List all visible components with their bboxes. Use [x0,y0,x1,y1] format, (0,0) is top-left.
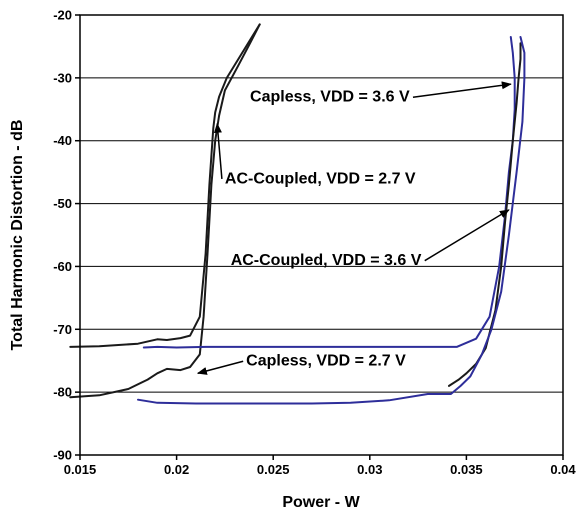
series-line-5 [137,36,526,405]
series-line-2 [69,23,261,399]
x-tick-label: 0.025 [257,462,290,477]
annotation-label: AC-Coupled, VDD = 2.7 V [225,170,416,187]
series-line-4 [448,42,522,387]
y-axis-title: Total Harmonic Distortion - dB [9,120,26,351]
annotation-arrow [213,122,223,180]
x-tick-label: 0.035 [450,462,483,477]
series-line-1 [69,23,261,348]
y-tick-label: -70 [53,322,72,337]
series-line-3 [142,36,516,349]
x-tick-label: 0.03 [357,462,382,477]
x-axis-title: Power - W [282,494,360,511]
annotation-label: Capless, VDD = 2.7 V [246,353,406,370]
y-tick-label: -50 [53,196,72,211]
x-tick-label: 0.04 [550,462,576,477]
annotations: Capless, VDD = 3.6 V AC-Coupled, VDD = 2.… [196,81,512,375]
x-axis: 0.015 0.02 0.025 0.03 0.035 0.04 [64,455,576,477]
y-axis: -90 -80 -70 -60 -50 -40 -30 -20 [53,8,80,463]
grid-lines [80,77,563,393]
annotation-label: Capless, VDD = 3.6 V [250,89,410,106]
y-tick-label: -30 [53,70,72,85]
y-tick-label: -80 [53,385,72,400]
y-tick-label: -90 [53,448,72,463]
y-tick-label: -60 [53,259,72,274]
annotation-label: AC-Coupled, VDD = 3.6 V [231,252,422,269]
annotation-arrow [424,209,510,262]
plot-area [80,15,563,455]
y-tick-label: -20 [53,8,72,23]
y-tick-label: -40 [53,133,72,148]
plot-frame [79,14,564,456]
annotation-arrow [412,81,512,98]
annotation-arrow [196,360,244,375]
x-tick-label: 0.015 [64,462,97,477]
x-tick-label: 0.02 [164,462,189,477]
series-group [69,23,526,405]
